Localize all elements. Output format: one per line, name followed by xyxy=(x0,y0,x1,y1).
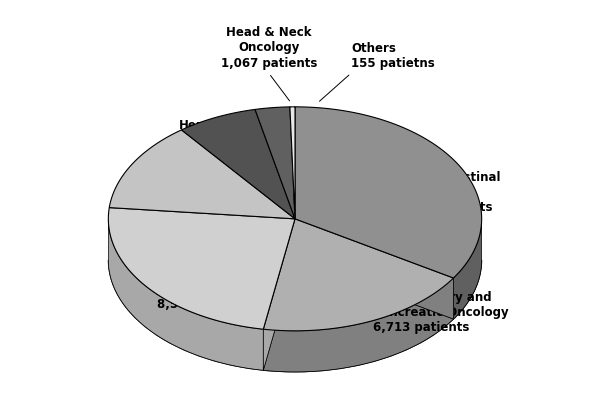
Text: Hematology
2,481 patients: Hematology 2,481 patients xyxy=(179,119,276,147)
Polygon shape xyxy=(109,220,263,370)
Polygon shape xyxy=(454,221,481,319)
Polygon shape xyxy=(263,219,454,331)
Polygon shape xyxy=(295,219,454,319)
Text: Hepatobiliary and
Pancreatic Oncology
6,713 patients: Hepatobiliary and Pancreatic Oncology 6,… xyxy=(373,291,509,334)
Text: Others
155 patietns: Others 155 patietns xyxy=(351,41,435,70)
Polygon shape xyxy=(255,107,295,219)
Polygon shape xyxy=(263,278,454,372)
Polygon shape xyxy=(182,109,295,219)
Text: Head & Neck
Oncology
1,067 patients: Head & Neck Oncology 1,067 patients xyxy=(221,26,317,70)
Polygon shape xyxy=(263,219,295,370)
Polygon shape xyxy=(263,219,295,370)
Text: Breast and Medical
Oncology
8,503 patients: Breast and Medical Oncology 8,503 patien… xyxy=(142,268,269,311)
Polygon shape xyxy=(295,107,481,278)
Polygon shape xyxy=(109,207,295,329)
Text: Gastro-Intestinal
Oncology
12,053 patients: Gastro-Intestinal Oncology 12,053 patien… xyxy=(388,171,501,214)
Text: Thoracic Oncology
4,627 patients: Thoracic Oncology 4,627 patients xyxy=(168,197,290,225)
Polygon shape xyxy=(295,219,454,319)
Polygon shape xyxy=(109,130,295,219)
Polygon shape xyxy=(290,107,295,219)
